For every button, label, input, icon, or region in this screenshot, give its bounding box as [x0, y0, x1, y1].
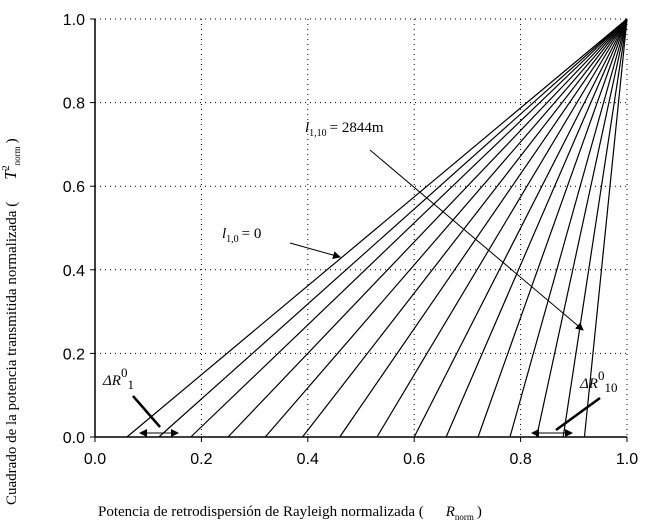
series-line — [126, 18, 628, 438]
series-line — [509, 18, 628, 438]
annotation: ΔR01 — [102, 365, 134, 392]
superscript: 2 — [1, 165, 12, 170]
x-tick-label: 1.0 — [616, 451, 638, 468]
y-tick-label: 0.2 — [63, 346, 85, 363]
y-axis-label: Cuadrado de la potencia transmitida norm… — [1, 138, 22, 505]
series-line — [376, 18, 628, 438]
annotation: l1,10 = 2844m — [305, 120, 384, 139]
y-tick-label: 0.6 — [63, 179, 85, 196]
annotation: l1,0 = 0 — [222, 226, 261, 245]
series-line — [445, 18, 628, 438]
series-line — [535, 18, 628, 438]
x-axis-label: Potencia de retrodispersión de Rayleigh … — [98, 504, 482, 522]
series-line — [158, 18, 628, 438]
text: = 2844m — [330, 120, 384, 136]
series-line — [562, 18, 628, 438]
subscript: 10 — [604, 380, 617, 395]
superscript: 0 — [121, 365, 128, 380]
series-line — [302, 18, 628, 438]
x-tick-label: 0.8 — [509, 451, 531, 468]
pointer — [132, 395, 161, 428]
series-line — [583, 18, 628, 438]
label-text: Cuadrado de la potencia transmitida norm… — [4, 202, 20, 505]
subscript: 1 — [127, 377, 134, 392]
arrow — [289, 242, 341, 259]
y-tick-label: 0.8 — [63, 96, 85, 113]
x-tick-label: 0.4 — [297, 451, 319, 468]
series-line — [264, 18, 628, 438]
y-tick-label: 0.0 — [63, 430, 85, 447]
subscript: 1,0 — [226, 234, 239, 245]
subscript: norm — [12, 146, 22, 165]
arrow — [369, 149, 584, 331]
symbol: l — [305, 120, 309, 136]
y-tick-label: 1.0 — [63, 12, 85, 29]
pointer — [555, 396, 601, 432]
symbol: T — [1, 169, 20, 180]
subscript: norm — [455, 512, 474, 522]
series-line — [190, 18, 628, 438]
symbol: l — [222, 226, 226, 242]
label-text: ) — [477, 504, 482, 520]
x-tick-label: 0.2 — [190, 451, 212, 468]
symbol: ΔR — [579, 376, 598, 392]
label-text: ) — [4, 138, 20, 143]
x-tick-label: 0.0 — [84, 451, 106, 468]
text: = 0 — [242, 226, 262, 242]
symbol: ΔR — [102, 373, 121, 389]
y-tick-label: 0.4 — [63, 263, 85, 280]
label-text: Potencia de retrodispersión de Rayleigh … — [98, 504, 424, 520]
series-line — [227, 18, 628, 438]
series-line — [477, 18, 628, 438]
symbol: R — [445, 504, 455, 520]
series-line — [339, 18, 628, 438]
subscript: 1,10 — [309, 128, 327, 139]
superscript: 0 — [598, 368, 605, 383]
x-tick-label: 0.6 — [403, 451, 425, 468]
annotation: ΔR010 — [579, 368, 617, 395]
series-line — [413, 18, 628, 438]
